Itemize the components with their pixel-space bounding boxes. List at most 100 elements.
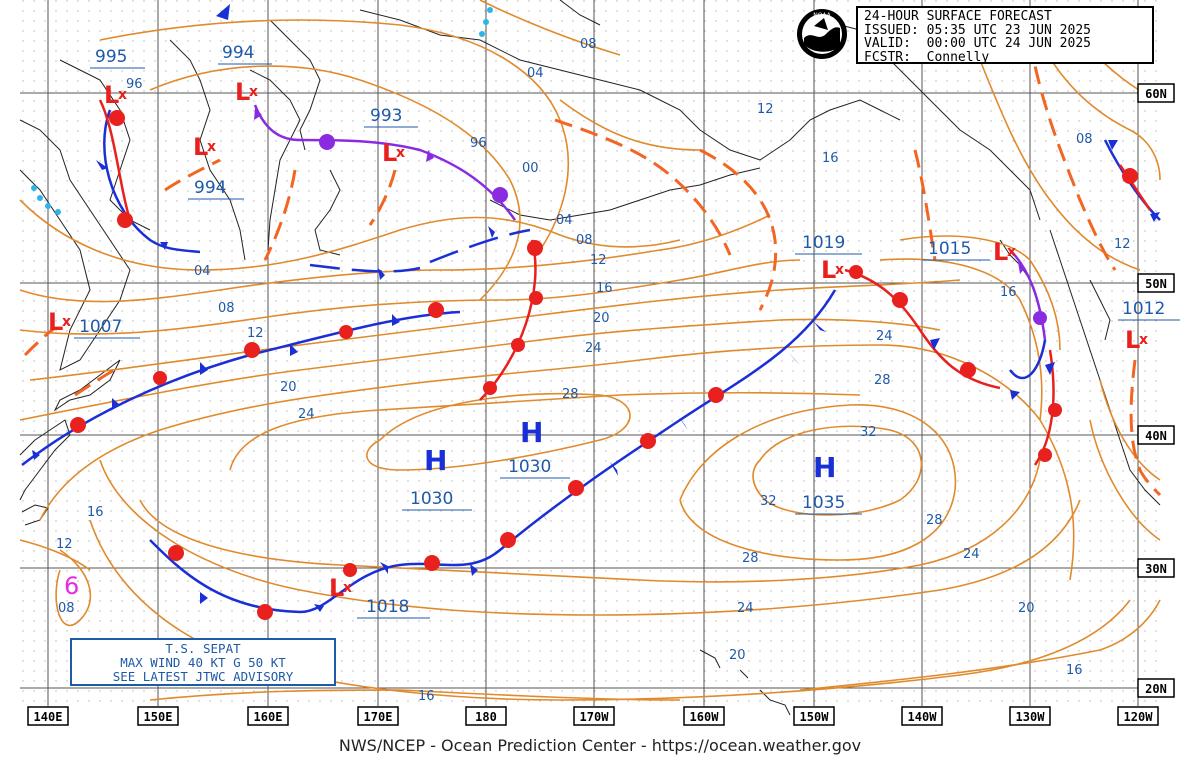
- isobar-label: 24: [298, 407, 315, 422]
- latitude-tick-label: 40N: [1145, 429, 1167, 443]
- longitude-tick-label: 160W: [690, 710, 720, 724]
- pressure-value: 994: [222, 43, 254, 63]
- isobar-label: 12: [757, 102, 774, 117]
- longitude-tick-label: 180: [475, 710, 497, 724]
- longitude-tick-label: 150W: [800, 710, 830, 724]
- longitude-tick-box: [27, 706, 69, 726]
- pressure-value: 1015: [928, 239, 971, 259]
- isobar-label: 04: [527, 66, 544, 81]
- isobar-label: 04: [194, 264, 211, 279]
- tropical-storm-icon: 6: [64, 572, 79, 600]
- svg-text:x: x: [396, 145, 405, 161]
- latitude-tick-label: 60N: [1145, 87, 1167, 101]
- longitude-tick-box: [357, 706, 399, 726]
- isobar-label: 96: [470, 136, 487, 151]
- svg-text:L: L: [193, 133, 208, 161]
- pressure-value: 1030: [508, 457, 551, 477]
- isobar-label: 20: [280, 380, 297, 395]
- isobar-label: 28: [926, 513, 943, 528]
- isobar-label: 08: [218, 301, 235, 316]
- svg-text:L: L: [1125, 326, 1140, 354]
- longitude-tick-box: [793, 706, 835, 726]
- longitude-tick-label: 140E: [34, 710, 63, 724]
- isobar-label: 20: [1018, 601, 1035, 616]
- longitude-tick-box: [901, 706, 943, 726]
- svg-text:x: x: [1139, 332, 1148, 348]
- pressure-value: 1030: [410, 489, 453, 509]
- isobar-label: 08: [576, 233, 593, 248]
- pressure-value: 1012: [1122, 299, 1165, 319]
- svg-text:NOAA: NOAA: [813, 12, 831, 19]
- svg-text:x: x: [62, 314, 71, 330]
- isobar-label: 12: [590, 253, 607, 268]
- tropical-storm-advisory: T.S. SEPAT MAX WIND 40 KT G 50 KT SEE LA…: [70, 638, 336, 686]
- latitude-tick-label: 50N: [1145, 277, 1167, 291]
- forecaster: FCSTR: Connelly: [864, 49, 990, 65]
- longitude-tick-box: [1009, 706, 1051, 726]
- isobar-label: 20: [729, 648, 746, 663]
- isobar-label: 28: [874, 373, 891, 388]
- isobar-label: 12: [56, 537, 73, 552]
- latitude-tick-box: [1137, 558, 1175, 578]
- low-symbol: Lx: [329, 574, 352, 602]
- isobar-label: 24: [585, 341, 602, 356]
- forecast-info-box: 24-HOUR SURFACE FORECAST ISSUED: 05:35 UT…: [856, 6, 1154, 64]
- svg-text:x: x: [118, 87, 127, 103]
- isobar-label: 08: [1076, 132, 1093, 147]
- high-symbol: H: [520, 416, 543, 449]
- longitude-tick-box: [465, 706, 507, 726]
- front-symbols: [32, 108, 1160, 620]
- isobar-label: 12: [247, 326, 264, 341]
- isobar-label: 16: [1000, 285, 1017, 300]
- latitude-tick-label: 20N: [1145, 682, 1167, 696]
- longitude-tick-label: 140W: [908, 710, 938, 724]
- longitude-tick-box: [683, 706, 725, 726]
- pressure-labels: 995 994 994 993 1007 1018 1019 1015 1012…: [74, 43, 1180, 619]
- front-arrow-icon: [216, 4, 230, 20]
- issued-time: ISSUED: 05:35 UTC 23 JUN 2025: [864, 22, 1091, 38]
- longitude-tick-box: [247, 706, 289, 726]
- high-symbol: H: [424, 444, 447, 477]
- isobar-label: 04: [556, 213, 573, 228]
- longitude-tick-box: [1117, 706, 1159, 726]
- isobar-labels: 96 96 00 04 04 04 08 08 08 08 12 12 12 1…: [56, 37, 1131, 704]
- latitude-tick-box: [1137, 83, 1175, 103]
- latitude-tick-label: 30N: [1145, 562, 1167, 576]
- coastlines: [19, 0, 1161, 716]
- storm-wind: MAX WIND 40 KT G 50 KT: [120, 655, 286, 670]
- low-symbol: Lx: [104, 81, 127, 109]
- longitude-tick-label: 170W: [580, 710, 610, 724]
- storm-name: T.S. SEPAT: [165, 641, 241, 656]
- latitude-tick-box: [1137, 678, 1175, 698]
- pressure-value: 993: [370, 106, 402, 126]
- svg-text:x: x: [1007, 244, 1016, 260]
- svg-text:x: x: [343, 580, 352, 596]
- low-symbol: Lx: [235, 78, 258, 106]
- pressure-value: 995: [95, 47, 127, 67]
- isobar-label: 08: [580, 37, 597, 52]
- longitude-tick-label: 150E: [144, 710, 173, 724]
- troughs: [23, 39, 1162, 497]
- credit-line: NWS/NCEP - Ocean Prediction Center - htt…: [338, 736, 862, 755]
- svg-text:L: L: [104, 81, 119, 109]
- sea-ice-markers: [31, 7, 493, 215]
- occluded-fronts: [253, 104, 1047, 341]
- isobar-label: 96: [126, 77, 143, 92]
- svg-text:L: L: [993, 238, 1008, 266]
- low-symbol: Lx: [382, 139, 405, 167]
- longitude-labels: 140E 150E 160E 170E 180 170W 160W 150W 140W 130W 1…: [27, 706, 1159, 726]
- isobar-label: 16: [1066, 663, 1083, 678]
- storm-advisory: SEE LATEST JTWC ADVISORY: [112, 669, 294, 684]
- isobar-label: 28: [562, 387, 579, 402]
- svg-text:L: L: [329, 574, 344, 602]
- pressure-value: 1018: [366, 597, 409, 617]
- isobar-label: 28: [742, 551, 759, 566]
- longitude-tick-box: [137, 706, 179, 726]
- isobar-label: 24: [876, 329, 893, 344]
- pressure-value: 1007: [79, 317, 122, 337]
- svg-text:x: x: [835, 262, 844, 278]
- latitude-tick-box: [1137, 273, 1175, 293]
- pressure-value: 1019: [802, 233, 845, 253]
- isobar-label: 16: [822, 151, 839, 166]
